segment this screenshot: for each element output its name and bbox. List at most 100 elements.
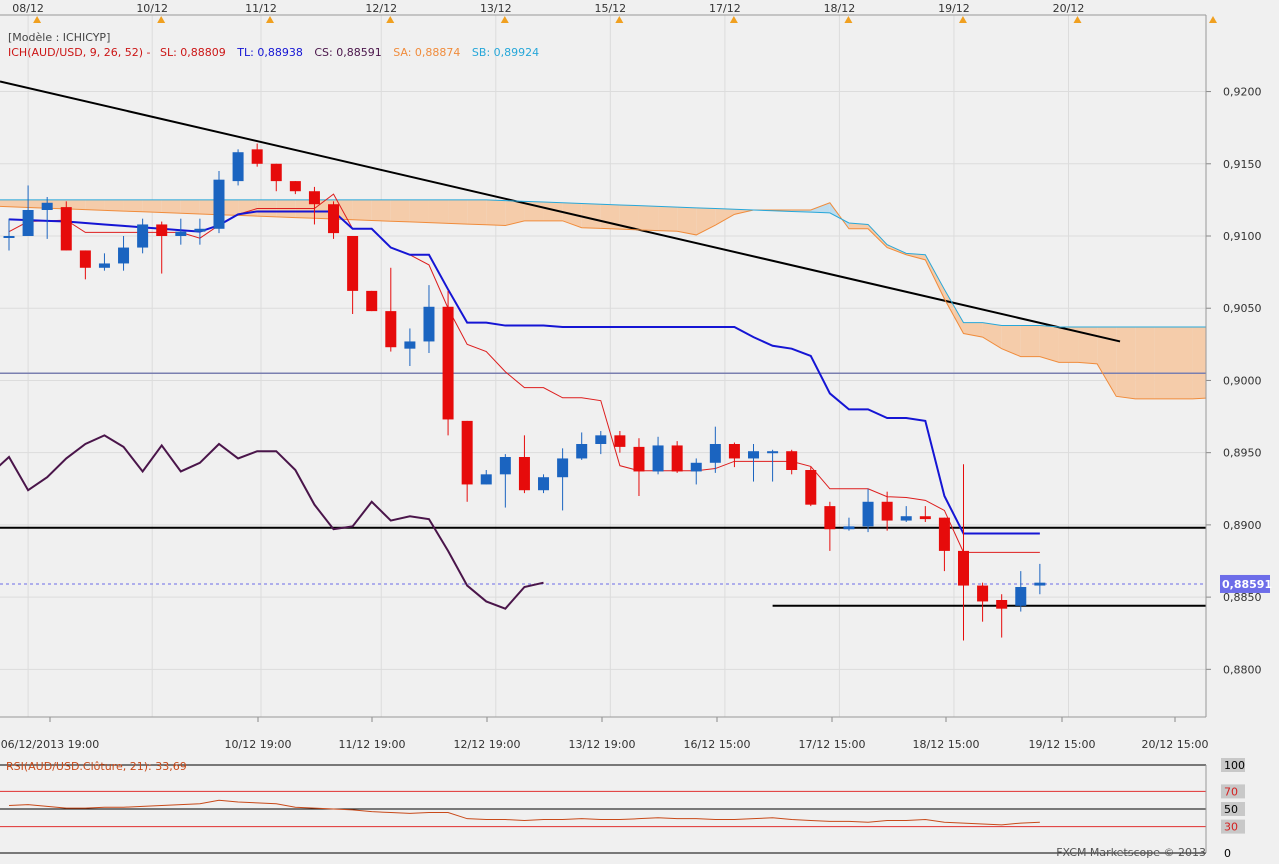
grid (0, 15, 1206, 717)
cloud-segment (9, 199, 29, 208)
candle-body (118, 247, 130, 264)
cloud-segment (448, 199, 468, 225)
date-marker (1209, 16, 1217, 23)
axes: 0,9200 0,9150 0,9100 0,9050 0,9000 0,8950 0,89… (0, 2, 1272, 751)
cloud-segment (982, 322, 1002, 349)
candle-body (289, 181, 301, 192)
candle-body (595, 435, 607, 444)
top-date-label: 15/12 (594, 2, 626, 15)
candle-body (423, 306, 435, 342)
top-date-label: 12/12 (365, 2, 397, 15)
cloud-segment (390, 199, 410, 222)
rsi-level-label: 50 (1224, 803, 1238, 816)
cloud-segment (696, 207, 716, 235)
candle-body (958, 550, 969, 586)
cloud-segment (1116, 327, 1136, 399)
date-marker (500, 16, 509, 23)
cloud-segment (295, 199, 315, 219)
date-marker (615, 16, 624, 23)
cloud-segment (581, 203, 601, 229)
candle-body (633, 446, 645, 472)
candle-body (690, 462, 702, 472)
top-date-label: 11/12 (245, 2, 277, 15)
cloud-segment (715, 208, 735, 226)
cloud-segment (1154, 327, 1174, 399)
legend-sl: SL: 0,88809 (160, 46, 226, 59)
rsi-level-label: 30 (1224, 821, 1238, 834)
legend-ich: ICH(AUD/USD, 9, 26, 52) - (8, 46, 151, 59)
price-tick-label: 0,9000 (1223, 374, 1262, 387)
cloud-segment (658, 206, 678, 232)
rsi-level-box (1221, 784, 1245, 799)
indicator-legend: ICH(AUD/USD, 9, 26, 52) - SL: 0,88809 TL… (8, 46, 539, 59)
legend-cs: CS: 0,88591 (314, 46, 381, 59)
candle-body (366, 290, 378, 312)
time-label: 16/12 15:00 (684, 738, 751, 751)
rsi-level-label: 70 (1224, 785, 1238, 798)
span-b-line (0, 199, 1206, 328)
candle-body (79, 250, 91, 268)
rsi-level-box (1221, 846, 1245, 860)
date-marker (157, 16, 166, 23)
cloud-segment (638, 205, 659, 231)
span-a-line (0, 202, 1206, 400)
top-date-label: 19/12 (938, 2, 970, 15)
cloud-segment (123, 199, 143, 212)
cloud-segment (352, 199, 372, 221)
candle-body (518, 457, 530, 491)
candle-body (41, 202, 53, 210)
candle-body (1015, 587, 1027, 606)
cloud-segment (409, 199, 429, 223)
cloud-segment (371, 199, 391, 222)
cloud-segment (0, 199, 9, 207)
candle-body (499, 457, 511, 475)
price-tick-label: 0,9150 (1223, 158, 1262, 171)
candle-body (22, 210, 34, 236)
candle-body (824, 506, 836, 530)
cloud-segment (1058, 327, 1079, 363)
rsi-level-box (1221, 758, 1245, 772)
cloud-segment (1192, 327, 1206, 399)
cloud-segment (486, 199, 506, 226)
cloud-segment (1001, 325, 1021, 357)
candle-body (996, 600, 1008, 609)
candle-body (175, 231, 187, 236)
candle-body (919, 516, 931, 520)
candle-body (652, 445, 664, 472)
time-label: 18/12 15:00 (913, 738, 980, 751)
candle-body (251, 149, 263, 164)
watermark: FXCM Marketscope © 2013 (1056, 846, 1206, 859)
candle-body (442, 306, 454, 420)
cloud-segment (428, 199, 449, 224)
date-marker (844, 16, 853, 23)
top-date-label: 10/12 (136, 2, 168, 15)
date-marker (33, 16, 42, 23)
candle-body (576, 444, 588, 459)
candle-body (614, 435, 626, 447)
cloud-segment (1135, 327, 1155, 399)
rsi-panel: 100 70 50 30 0 RSI(AUD/USD.Clôture, 21): 33,6… (0, 758, 1245, 860)
top-date-label: 18/12 (824, 2, 856, 15)
candle-body (709, 444, 721, 463)
legend-tl: TL: 0,88938 (236, 46, 303, 59)
cloud-segment (810, 202, 830, 213)
candle-body (308, 191, 320, 205)
cloud-segment (925, 254, 945, 299)
cloud-segment (677, 207, 697, 235)
time-label: 06/12/2013 19:00 (1, 738, 100, 751)
cloud-segment (1173, 327, 1193, 399)
price-tick-label: 0,8900 (1223, 519, 1262, 532)
cloud-segment (180, 199, 200, 214)
chikou-line (0, 434, 544, 610)
rsi-level-label: 100 (1224, 759, 1245, 772)
candle-body (98, 263, 110, 268)
current-price-label: 0,88591 (1222, 578, 1272, 591)
candle-body (213, 179, 225, 229)
price-tick-label: 0,9200 (1223, 86, 1262, 99)
model-label: [Modèle : ICHICYP] (8, 31, 110, 44)
cloud-segment (1078, 327, 1098, 364)
rsi-level-box (1221, 819, 1245, 834)
candle-body (461, 420, 473, 485)
cloud-segment (505, 200, 525, 226)
